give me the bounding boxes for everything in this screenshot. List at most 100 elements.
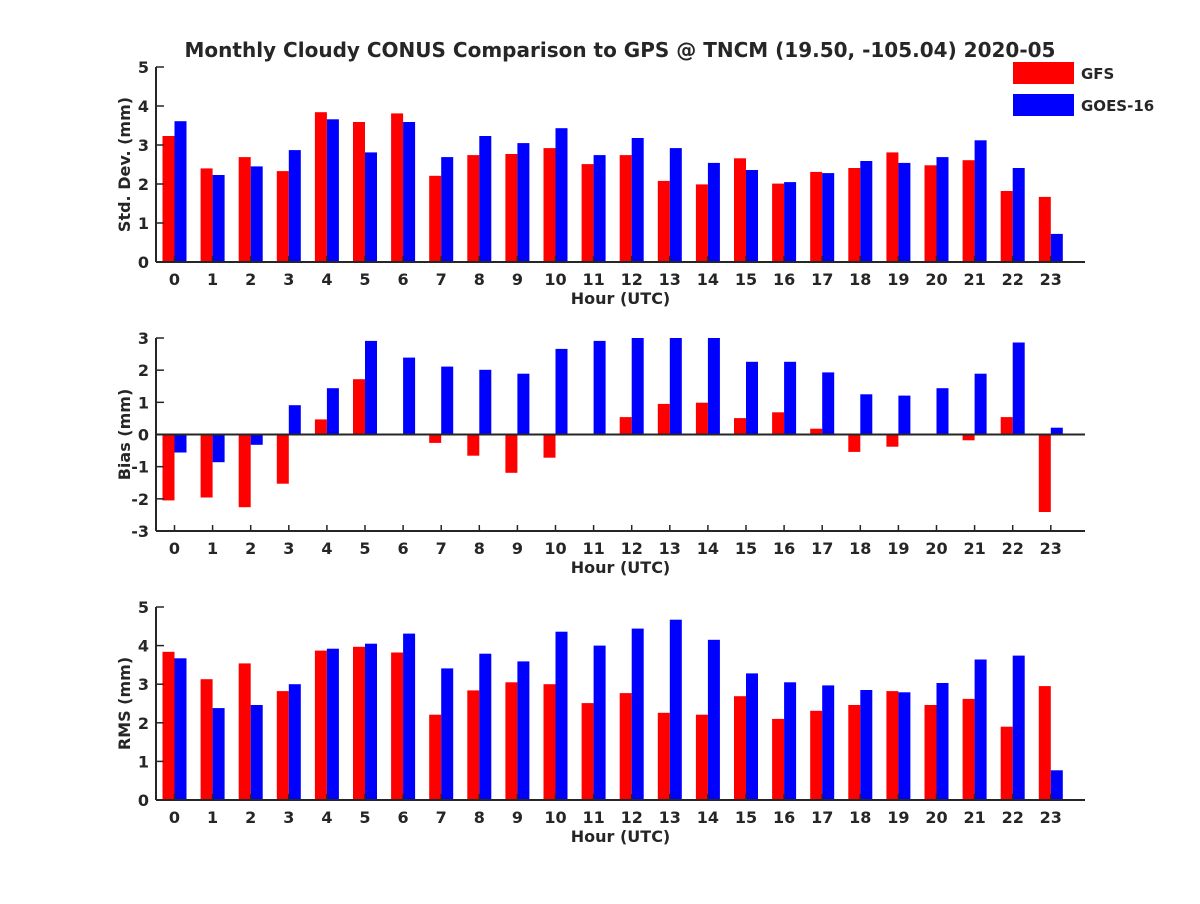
bar-goes-16-18 [860, 394, 873, 435]
y-axis-label: Std. Dev. (mm) [115, 97, 134, 232]
y-tick-label: -1 [131, 458, 149, 477]
bar-gfs-17 [810, 710, 823, 800]
x-tick-label: 5 [359, 539, 370, 558]
bar-gfs-22 [1000, 726, 1013, 800]
bar-gfs-1 [200, 679, 213, 800]
bar-goes-16-10 [555, 348, 568, 435]
bar-goes-16-0 [174, 121, 187, 262]
x-tick-label: 12 [621, 270, 643, 289]
x-tick-label: 14 [697, 539, 719, 558]
y-tick-label: 3 [138, 329, 149, 348]
bar-gfs-10 [543, 434, 556, 458]
x-tick-label: 15 [735, 270, 757, 289]
y-tick-label: 0 [138, 253, 149, 272]
bar-gfs-6 [391, 652, 404, 800]
bar-goes-16-12 [631, 138, 644, 262]
x-tick-label: 11 [582, 539, 604, 558]
bar-gfs-8 [467, 690, 480, 800]
bar-goes-16-12 [631, 628, 644, 800]
x-tick-label: 5 [359, 270, 370, 289]
x-tick-label: 7 [436, 808, 447, 827]
x-tick-label: 13 [659, 270, 681, 289]
x-tick-label: 3 [283, 539, 294, 558]
y-tick-label: 4 [138, 97, 149, 116]
bar-gfs-7 [429, 175, 442, 262]
bar-gfs-23 [1038, 434, 1051, 512]
x-tick-label: 12 [621, 808, 643, 827]
x-axis-label: Hour (UTC) [571, 558, 671, 577]
y-axis-label: Bias (mm) [115, 389, 134, 481]
bar-gfs-14 [695, 402, 708, 435]
bar-gfs-3 [276, 434, 289, 484]
bar-goes-16-3 [288, 150, 301, 262]
bar-goes-16-20 [936, 388, 949, 435]
bar-goes-16-18 [860, 161, 873, 262]
legend-label-gfs: GFS [1081, 65, 1114, 83]
bar-goes-16-16 [784, 682, 797, 800]
y-tick-label: 4 [138, 637, 149, 656]
bar-goes-16-17 [822, 685, 835, 800]
bar-goes-16-21 [974, 140, 987, 262]
bar-goes-16-11 [593, 645, 606, 800]
bar-goes-16-11 [593, 155, 606, 262]
y-tick-label: 2 [138, 175, 149, 194]
bar-gfs-20 [924, 165, 937, 262]
x-tick-label: 3 [283, 808, 294, 827]
x-tick-label: 21 [963, 270, 985, 289]
bar-goes-16-8 [479, 136, 492, 262]
bar-goes-16-23 [1050, 770, 1063, 800]
bar-goes-16-13 [669, 338, 682, 435]
bar-goes-16-21 [974, 373, 987, 435]
x-tick-label: 16 [773, 270, 795, 289]
x-tick-label: 16 [773, 808, 795, 827]
bar-goes-16-6 [403, 633, 416, 800]
bar-gfs-19 [886, 152, 899, 262]
bar-gfs-19 [886, 434, 899, 447]
y-axis-label: RMS (mm) [115, 657, 134, 750]
bar-goes-16-3 [288, 684, 301, 800]
bar-goes-16-4 [326, 119, 339, 262]
x-tick-label: 9 [512, 808, 523, 827]
bar-goes-16-3 [288, 405, 301, 435]
bar-goes-16-21 [974, 659, 987, 800]
x-tick-label: 7 [436, 270, 447, 289]
bar-gfs-12 [619, 155, 632, 262]
bar-gfs-16 [772, 718, 785, 800]
bar-goes-16-19 [898, 395, 911, 435]
x-tick-label: 3 [283, 270, 294, 289]
bar-gfs-4 [314, 112, 327, 262]
bar-goes-16-1 [212, 434, 225, 463]
x-tick-label: 1 [207, 270, 218, 289]
bar-gfs-11 [581, 703, 594, 800]
bar-goes-16-7 [441, 668, 454, 800]
x-tick-label: 15 [735, 539, 757, 558]
x-tick-label: 9 [512, 539, 523, 558]
x-tick-label: 20 [925, 539, 947, 558]
bar-gfs-18 [848, 168, 861, 262]
bar-goes-16-1 [212, 175, 225, 262]
y-tick-label: 0 [138, 791, 149, 810]
x-tick-label: 13 [659, 808, 681, 827]
bar-gfs-5 [353, 379, 365, 435]
bar-gfs-0 [162, 651, 175, 800]
bar-goes-16-15 [746, 170, 758, 262]
bar-goes-16-4 [326, 388, 339, 435]
x-tick-label: 23 [1040, 539, 1062, 558]
x-tick-label: 11 [582, 270, 604, 289]
x-tick-label: 11 [582, 808, 604, 827]
y-tick-label: 0 [138, 426, 149, 445]
x-tick-label: 2 [245, 808, 256, 827]
x-tick-label: 8 [474, 808, 485, 827]
bar-gfs-8 [467, 155, 480, 262]
bar-goes-16-5 [365, 152, 377, 262]
bar-gfs-21 [962, 698, 975, 800]
bar-gfs-1 [200, 168, 213, 262]
bar-goes-16-15 [746, 361, 758, 435]
y-tick-label: 2 [138, 714, 149, 733]
bar-goes-16-8 [479, 369, 492, 435]
bar-gfs-6 [391, 113, 404, 263]
bar-gfs-21 [962, 160, 975, 262]
bar-gfs-17 [810, 171, 823, 262]
bar-gfs-1 [200, 434, 213, 498]
